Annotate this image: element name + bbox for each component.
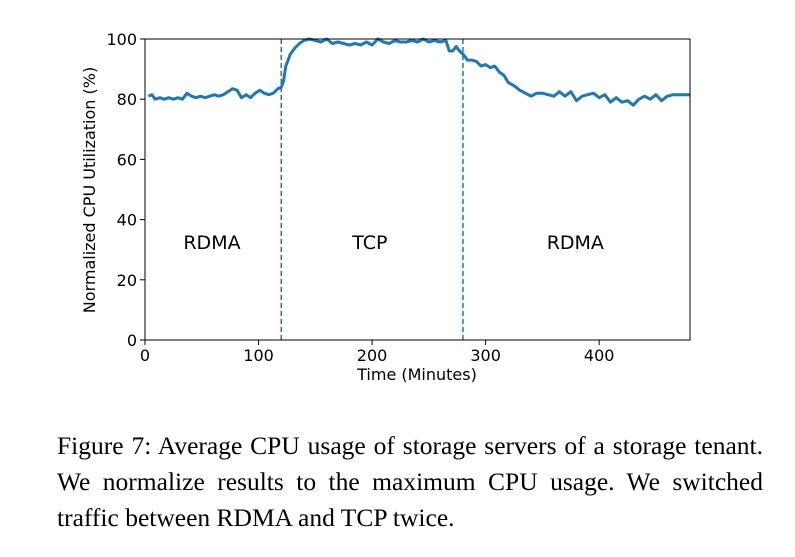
- caption: Figure 7: Average CPU usage of storage s…: [57, 431, 763, 532]
- chart: Time (Minutes) Normalized CPU Utilizatio…: [80, 30, 691, 384]
- y-tick-label: 0: [127, 331, 137, 350]
- x-tick-label: 0: [140, 346, 150, 365]
- y-axis-label: Normalized CPU Utilization (%): [80, 67, 99, 313]
- region-label: RDMA: [547, 232, 604, 254]
- y-tick-label: 100: [106, 30, 137, 49]
- plot-frame: [144, 38, 691, 341]
- data-line: [147, 37, 690, 107]
- y-tick-label: 60: [117, 150, 137, 169]
- region-label: TCP: [351, 232, 387, 254]
- y-tick-label: 80: [117, 90, 137, 109]
- x-tick-label: 100: [243, 346, 274, 365]
- x-tick-label: 400: [584, 346, 615, 365]
- x-tick-label: 300: [470, 346, 501, 365]
- x-tick-label: 200: [357, 346, 388, 365]
- region-label: RDMA: [183, 232, 240, 254]
- y-tick-label: 40: [117, 211, 137, 230]
- y-tick-label: 20: [117, 271, 137, 290]
- x-axis-label: Time (Minutes): [356, 365, 477, 384]
